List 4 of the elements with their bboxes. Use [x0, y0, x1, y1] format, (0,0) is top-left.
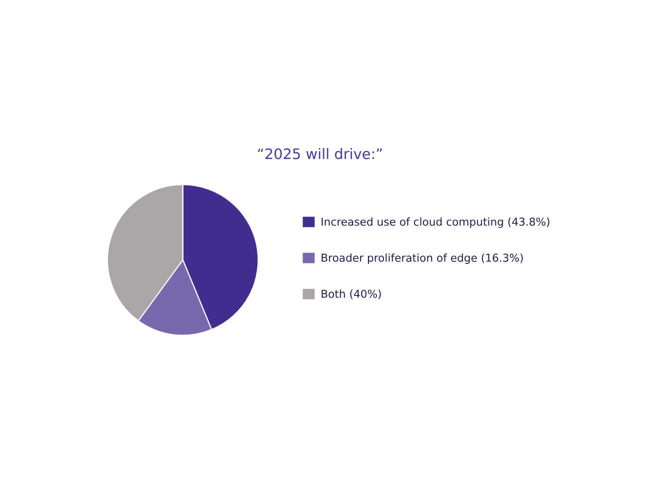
- legend-label: Broader proliferation of edge (16.3%): [322, 253, 523, 264]
- chart-title: “2025 will drive:”: [258, 148, 382, 160]
- legend-label: Both (40%): [322, 290, 381, 300]
- legend-label: Increased use of cloud computing (43.8%): [322, 217, 550, 228]
